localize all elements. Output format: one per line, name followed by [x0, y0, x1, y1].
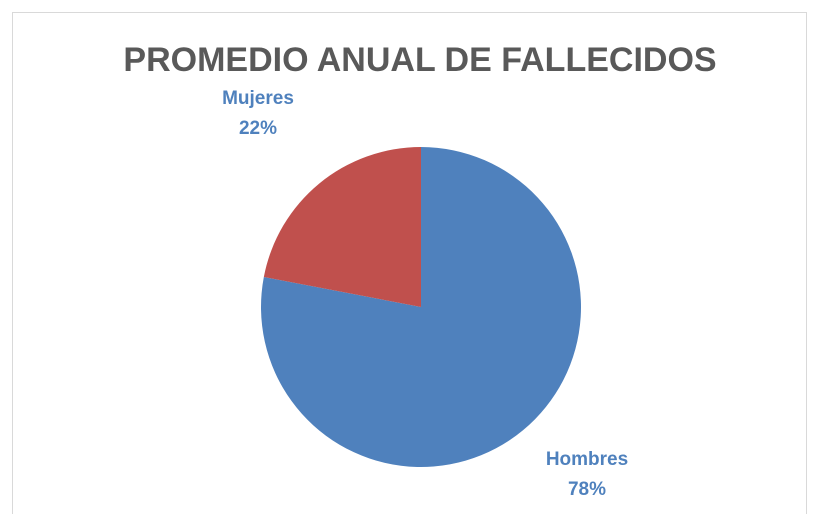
- slice-label-name: Hombres: [546, 449, 628, 470]
- slice-label-name: Mujeres: [222, 88, 294, 109]
- pie-slice: [261, 147, 581, 468]
- slice-label-value: 22%: [239, 118, 277, 139]
- pie-slice: [263, 147, 421, 307]
- slice-label-value: 78%: [568, 479, 606, 500]
- chart-title: PROMEDIO ANUAL DE FALLECIDOS: [123, 41, 716, 79]
